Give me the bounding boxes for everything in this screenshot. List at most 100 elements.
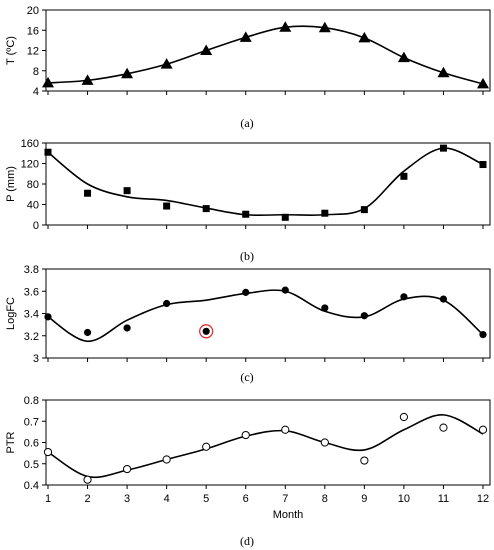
y-tick-label: 0.8 — [24, 395, 39, 407]
data-point-open-circle — [202, 442, 211, 451]
data-point-square — [321, 209, 329, 217]
panel-4: 0.40.50.60.70.81 2 3 4 5 6 7 8 9 10 11 12PTRMonth(d… — [5, 395, 491, 548]
x-tick-label: 11 — [438, 493, 449, 505]
data-point-circle — [123, 324, 131, 332]
data-point-circle — [163, 299, 171, 308]
x-tick-label: 4 — [164, 493, 170, 505]
data-point-triangle — [397, 51, 410, 63]
data-point-square — [242, 210, 250, 218]
y-tick-label: 8 — [33, 66, 39, 78]
data-point-circle — [360, 312, 368, 320]
data-point-circle — [400, 293, 408, 301]
data-point-square — [281, 213, 289, 221]
x-tick-label: 3 — [124, 493, 130, 505]
data-point-triangle — [160, 58, 173, 69]
data-point-triangle — [239, 31, 252, 42]
panel-2: 0 40 80 120 160 P (mm) (b) — [5, 138, 491, 263]
x-axis-label: Month — [273, 509, 304, 521]
y-tick-label: 160 — [21, 138, 39, 150]
data-point-open-circle — [122, 464, 132, 474]
data-point-triangle — [81, 74, 94, 85]
x-tick-label: 9 — [361, 493, 367, 505]
y-tick-label: 120 — [21, 159, 39, 171]
data-point-square — [400, 172, 408, 180]
data-point-triangle — [42, 76, 54, 88]
y-tick-label: 3.6 — [24, 286, 39, 298]
data-point-circle — [281, 286, 289, 294]
y-tick-label: 40 — [27, 200, 39, 212]
trend-line — [47, 414, 484, 479]
data-point-triangle — [318, 21, 331, 33]
data-point-square — [84, 189, 92, 197]
y-tick-label: 12 — [27, 46, 39, 58]
data-point-triangle — [358, 31, 371, 43]
plot-frame — [45, 399, 491, 486]
data-point-triangle — [121, 67, 134, 79]
data-point-square — [44, 148, 52, 156]
data-point-open-circle — [241, 430, 250, 440]
data-point-open-circle — [281, 425, 290, 434]
data-point-triangle — [279, 21, 292, 32]
data-point-square — [439, 144, 447, 152]
data-point-circle — [321, 304, 329, 312]
data-point-square — [479, 161, 487, 169]
data-point-triangle — [477, 77, 489, 89]
panel-label: (b) — [240, 249, 254, 263]
highlight-ring — [199, 324, 214, 339]
y-tick-label: 80 — [27, 179, 39, 191]
panel-1: 4 8 12 16 20 T (ºC) (a) — [5, 5, 491, 130]
y-tick-label: 0.4 — [24, 480, 39, 492]
plot-frame — [45, 9, 491, 92]
y-tick-label: 0 — [33, 220, 39, 232]
x-tick-label: 6 — [243, 493, 249, 505]
x-tick-label: 10 — [398, 493, 410, 505]
data-point-open-circle — [43, 447, 53, 457]
data-point-open-circle — [399, 412, 409, 422]
data-point-circle — [44, 313, 52, 321]
panel-3: 3 3.2 3.4 3.6 3.8 LogFC (c) — [5, 264, 491, 384]
panel-label: (c) — [240, 370, 253, 384]
trend-line — [47, 289, 484, 343]
data-point-circle — [202, 327, 210, 335]
data-point-open-circle — [360, 456, 369, 465]
y-tick-label: 16 — [27, 25, 39, 37]
data-point-circle — [479, 331, 487, 339]
x-tick-label: 1 — [45, 493, 51, 505]
y-tick-label: 0.6 — [24, 438, 39, 450]
data-point-open-circle — [162, 455, 171, 464]
data-point-open-circle — [83, 475, 92, 484]
y-axis-label: T (ºC) — [5, 36, 17, 65]
data-point-open-circle — [320, 438, 329, 447]
x-tick-label: 8 — [322, 493, 328, 505]
data-point-square — [202, 205, 210, 213]
y-tick-label: 3.2 — [24, 331, 39, 343]
x-tick-label: 12 — [477, 493, 489, 505]
y-tick-label: 0.5 — [24, 459, 39, 471]
y-axis-label: LogFC — [5, 297, 17, 330]
y-axis-label: PTR — [5, 431, 17, 453]
data-point-square — [360, 206, 368, 214]
y-tick-label: 3 — [33, 353, 39, 365]
y-tick-label: 4 — [33, 86, 39, 98]
y-tick-label: 3.8 — [24, 264, 39, 276]
data-point-circle — [242, 288, 250, 296]
data-point-circle — [439, 295, 448, 303]
data-point-triangle — [200, 44, 213, 55]
x-tick-label: 7 — [282, 493, 288, 505]
data-point-square — [123, 187, 131, 195]
trend-line — [47, 25, 484, 85]
y-tick-label: 20 — [27, 5, 39, 17]
y-tick-label: 0.7 — [24, 416, 39, 428]
trend-line — [47, 147, 484, 217]
data-point-square — [163, 202, 171, 210]
data-point-open-circle — [478, 425, 488, 434]
y-tick-label: 3.4 — [24, 309, 39, 321]
panel-label: (a) — [240, 116, 253, 130]
data-point-triangle — [437, 66, 450, 78]
panel-label: (d) — [240, 534, 254, 548]
plot-frame — [45, 142, 491, 226]
plot-frame — [45, 268, 491, 359]
x-tick-label: 5 — [203, 493, 209, 505]
data-point-open-circle — [439, 423, 448, 432]
